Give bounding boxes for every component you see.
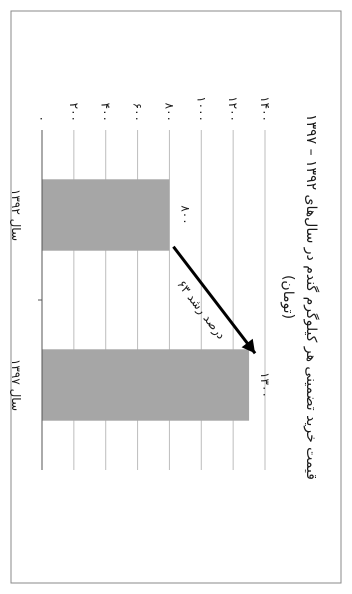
bar-1 — [42, 349, 250, 421]
tick-label-6: ۱۲۰۰ — [226, 96, 240, 122]
tick-label-7: ۱۴۰۰ — [258, 96, 272, 122]
tick-label-4: ۸۰۰ — [162, 103, 176, 122]
tick-label-5: ۱۰۰۰ — [194, 96, 208, 122]
category-labels: سال ۱۳۹۲ سال ۱۳۹۷ — [9, 189, 23, 411]
bars — [42, 179, 250, 421]
category-label-0: سال ۱۳۹۲ — [9, 189, 23, 241]
value-label-0: ۸۰۰ — [178, 205, 192, 224]
tick-label-3: ۶۰۰ — [131, 103, 145, 122]
tick-label-2: ۴۰۰ — [99, 103, 113, 122]
tick-label-1: ۲۰۰ — [67, 103, 81, 122]
chart-border — [10, 10, 342, 584]
value-label-1: ۱۳۰۰ — [258, 372, 272, 398]
value-labels: ۸۰۰ ۱۳۰۰ — [178, 205, 272, 398]
growth-arrow-line — [172, 245, 257, 355]
category-label-1: سال ۱۳۹۷ — [9, 359, 23, 411]
value-axis — [38, 130, 43, 470]
bar-0 — [42, 179, 170, 251]
tick-labels: ۰ ۲۰۰ ۴۰۰ ۶۰۰ ۸۰۰ ۱۰۰۰ ۱۲۰۰ ۱۴۰۰ — [35, 96, 272, 122]
chart-title: قیمت خرید تضمینی هر کیلوگرم گندم در سال‌… — [303, 114, 320, 480]
tick-label-0: ۰ — [35, 116, 49, 122]
chart-subtitle: (تومان) — [280, 275, 296, 319]
growth-arrow-head — [241, 338, 256, 354]
